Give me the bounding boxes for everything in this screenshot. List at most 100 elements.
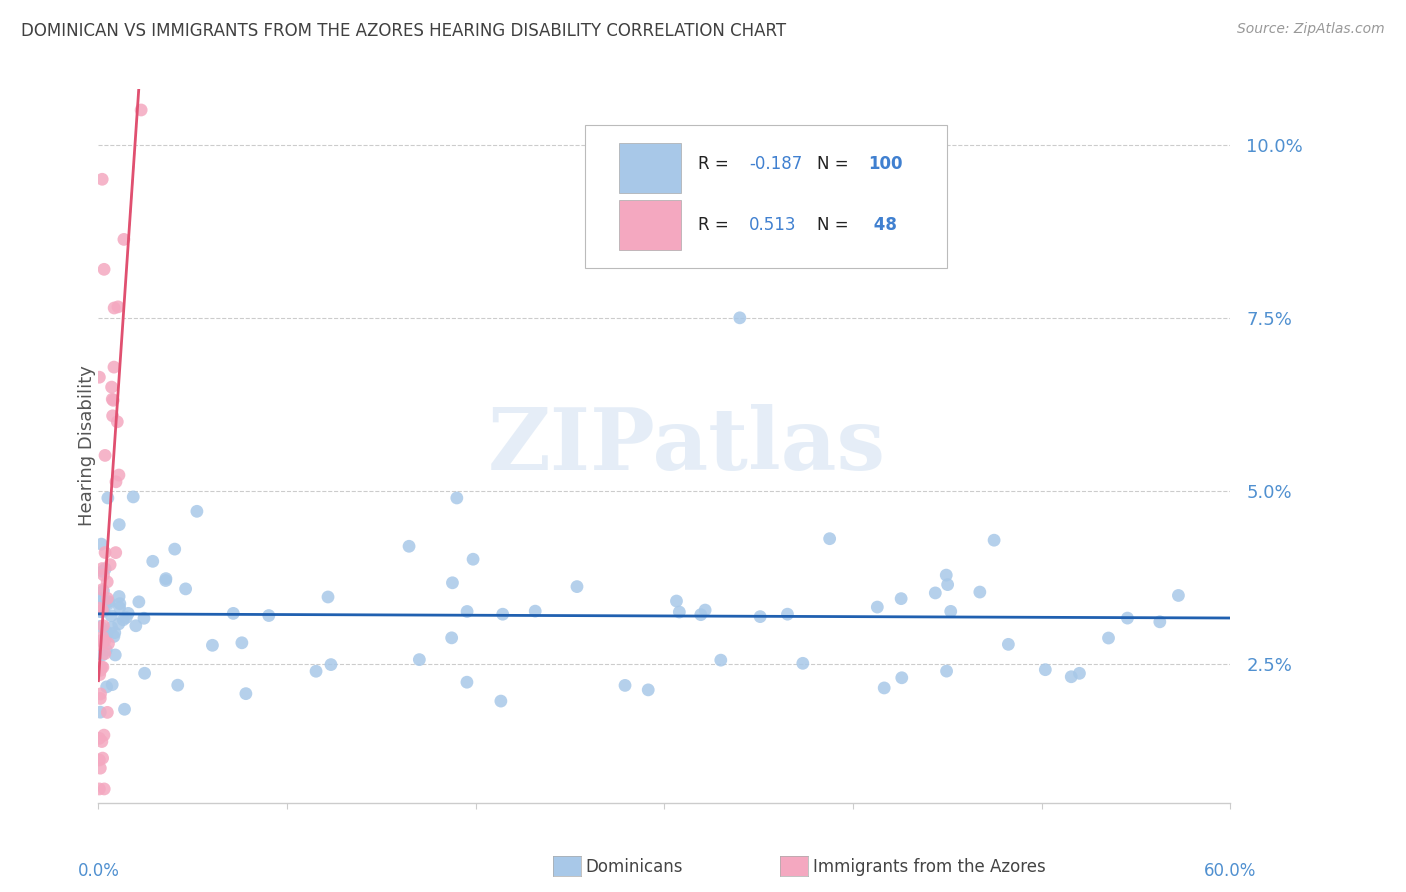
Point xyxy=(108,597,131,611)
Point xyxy=(1116,611,1139,625)
Point xyxy=(93,568,115,582)
Point xyxy=(125,619,148,633)
Point xyxy=(89,667,111,681)
Point xyxy=(93,618,115,632)
Text: 48: 48 xyxy=(868,216,897,234)
Point xyxy=(668,605,690,619)
Point xyxy=(939,604,962,618)
Point xyxy=(100,608,122,623)
Text: 100: 100 xyxy=(868,155,903,173)
Point xyxy=(104,546,127,560)
Point xyxy=(96,628,118,642)
Point xyxy=(969,585,991,599)
Point xyxy=(91,603,114,617)
Point xyxy=(103,393,125,408)
Point xyxy=(689,607,711,622)
Point xyxy=(91,593,114,607)
Point xyxy=(890,671,912,685)
Point xyxy=(446,491,468,505)
Text: R =: R = xyxy=(699,155,734,173)
Point xyxy=(104,625,127,640)
Point xyxy=(935,664,957,678)
Point xyxy=(89,781,111,796)
Point xyxy=(818,532,841,546)
Point xyxy=(492,607,515,622)
Point xyxy=(1167,589,1189,603)
Point xyxy=(104,475,127,489)
Y-axis label: Hearing Disability: Hearing Disability xyxy=(79,366,96,526)
Point xyxy=(112,613,135,627)
Point xyxy=(105,415,128,429)
Point xyxy=(89,691,111,706)
Point xyxy=(101,392,124,407)
Point xyxy=(108,468,131,483)
Point xyxy=(103,301,125,315)
Point xyxy=(108,600,131,615)
Point xyxy=(96,624,118,639)
Point xyxy=(1149,615,1171,629)
Point xyxy=(710,653,733,667)
Point xyxy=(103,360,125,375)
Point xyxy=(524,604,547,618)
Point xyxy=(728,310,751,325)
Point xyxy=(316,590,339,604)
Point xyxy=(100,620,122,634)
Point xyxy=(489,694,512,708)
Point xyxy=(89,687,111,701)
Point xyxy=(89,753,111,767)
Point xyxy=(132,611,155,625)
Point xyxy=(122,490,145,504)
Point xyxy=(163,542,186,557)
Point xyxy=(866,600,889,615)
Point xyxy=(94,647,117,661)
Point xyxy=(936,577,959,591)
Bar xyxy=(619,143,682,193)
Point xyxy=(776,607,799,622)
Point xyxy=(174,582,197,596)
Point xyxy=(614,678,637,692)
Point xyxy=(89,619,111,633)
Point xyxy=(983,533,1005,548)
Point xyxy=(1060,670,1083,684)
Point xyxy=(89,601,111,615)
Point xyxy=(91,634,114,648)
Point xyxy=(93,728,115,742)
Text: -0.187: -0.187 xyxy=(749,155,803,173)
Point xyxy=(792,657,814,671)
Point xyxy=(456,675,478,690)
FancyBboxPatch shape xyxy=(585,125,948,268)
Point xyxy=(93,781,115,796)
Text: Immigrants from the Azores: Immigrants from the Azores xyxy=(813,858,1046,876)
Point xyxy=(112,232,135,246)
Point xyxy=(456,605,478,619)
Point xyxy=(155,574,177,588)
Bar xyxy=(619,200,682,250)
Point xyxy=(186,504,208,518)
Point xyxy=(93,634,115,648)
Point xyxy=(107,616,129,631)
Point xyxy=(89,638,111,652)
Point xyxy=(94,545,117,559)
Point xyxy=(91,633,114,648)
Point xyxy=(89,731,111,746)
Text: 0.0%: 0.0% xyxy=(77,862,120,880)
Point xyxy=(90,663,112,677)
Point xyxy=(90,537,112,551)
Text: R =: R = xyxy=(699,216,734,234)
Point xyxy=(93,583,115,598)
Point xyxy=(91,660,114,674)
Point xyxy=(695,603,717,617)
Point xyxy=(89,370,111,384)
Point xyxy=(91,630,114,644)
Point xyxy=(90,660,112,674)
Point xyxy=(128,595,150,609)
Point xyxy=(166,678,188,692)
Point xyxy=(91,648,114,662)
Point xyxy=(142,554,165,568)
Text: N =: N = xyxy=(817,155,853,173)
Point xyxy=(93,262,115,277)
Point xyxy=(134,666,156,681)
Point xyxy=(461,552,484,566)
Point xyxy=(91,582,114,597)
Point xyxy=(441,575,464,590)
